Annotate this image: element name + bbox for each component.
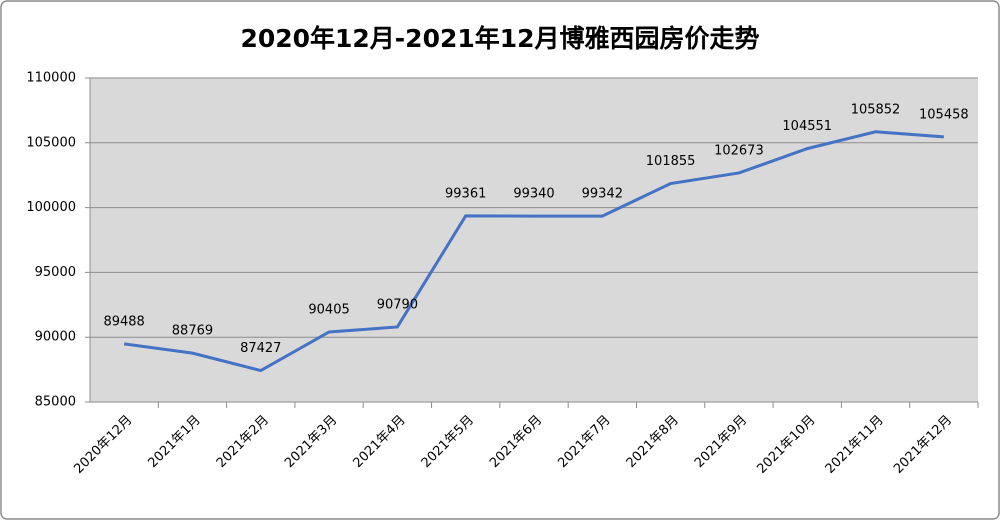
line (123, 130, 944, 373)
data-label: 101855 (646, 154, 696, 169)
data-label: 87427 (240, 341, 281, 356)
y-tick-label: 110000 (26, 71, 76, 86)
y-tick-label: 105000 (26, 135, 76, 150)
y-tick-label: 100000 (26, 200, 76, 215)
data-label: 90405 (308, 302, 349, 317)
data-label: 105852 (851, 102, 901, 117)
data-label: 90790 (377, 297, 418, 312)
data-label: 104551 (782, 119, 832, 134)
y-tick-label: 95000 (35, 265, 76, 280)
y-tick-label: 90000 (35, 330, 76, 345)
data-label: 88769 (172, 324, 213, 339)
data-label: 99340 (513, 187, 554, 202)
chart-title: 2020年12月-2021年12月博雅西园房价走势 (240, 24, 759, 53)
data-label: 99361 (445, 186, 486, 201)
plot-area (90, 78, 978, 402)
y-tick-label: 85000 (35, 395, 76, 410)
data-label: 99342 (582, 187, 623, 202)
data-label: 105458 (919, 107, 969, 122)
data-label: 89488 (103, 314, 144, 329)
data-label: 102673 (714, 143, 764, 158)
